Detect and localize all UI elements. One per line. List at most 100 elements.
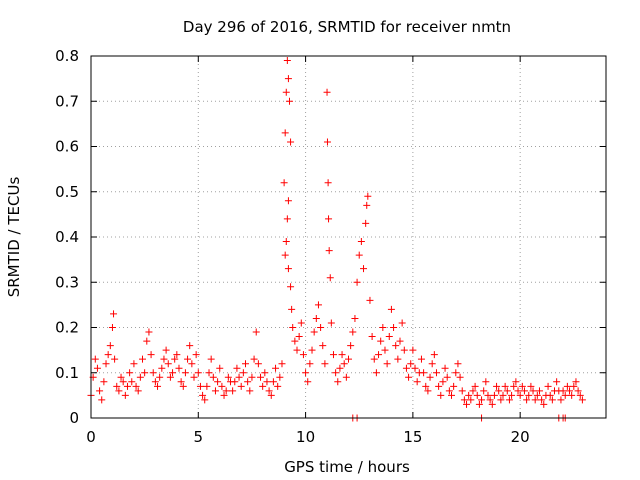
data-point — [246, 387, 254, 395]
data-point — [177, 378, 185, 386]
data-point — [484, 391, 492, 399]
data-point — [96, 387, 104, 395]
y-axis-label: SRMTID / TECUs — [5, 177, 23, 298]
data-point — [282, 238, 290, 246]
data-point — [529, 387, 537, 395]
data-point — [274, 382, 282, 390]
data-point — [283, 57, 291, 65]
data-point — [448, 391, 455, 399]
data-point — [471, 382, 479, 390]
data-point — [514, 387, 522, 395]
data-point — [317, 324, 325, 331]
data-point — [394, 355, 402, 363]
data-point — [508, 391, 516, 399]
data-point — [304, 378, 312, 386]
data-point — [557, 396, 565, 404]
data-point — [154, 382, 162, 390]
x-tick-label: 0 — [86, 428, 96, 446]
data-point — [308, 346, 316, 354]
data-point — [493, 382, 501, 390]
data-point — [218, 382, 226, 390]
data-point — [102, 360, 110, 368]
y-tick-label: 0.7 — [55, 92, 79, 110]
data-point — [422, 382, 430, 390]
x-tick-label: 5 — [194, 428, 204, 446]
data-point — [93, 364, 101, 372]
data-point — [233, 364, 241, 372]
data-point — [291, 337, 299, 345]
data-point — [390, 324, 398, 331]
data-point — [113, 382, 121, 390]
data-point — [321, 360, 329, 368]
data-point — [104, 351, 112, 359]
x-tick-label: 15 — [403, 428, 422, 446]
data-point — [387, 305, 395, 313]
data-point — [525, 391, 533, 399]
data-point — [139, 355, 146, 363]
data-point — [340, 360, 348, 368]
data-point — [272, 364, 280, 372]
data-point — [250, 355, 258, 363]
data-point — [242, 360, 249, 368]
data-point — [314, 301, 322, 309]
data-point — [482, 378, 490, 386]
data-point — [190, 373, 198, 381]
data-point — [533, 391, 541, 399]
data-point — [205, 369, 213, 377]
data-point — [398, 319, 406, 327]
data-point — [156, 373, 164, 381]
data-point — [169, 369, 177, 377]
data-point — [407, 360, 415, 368]
data-point — [495, 387, 503, 395]
data-point — [201, 396, 209, 404]
data-point — [265, 387, 273, 395]
data-point — [469, 387, 477, 395]
data-point — [460, 396, 468, 404]
data-point — [499, 391, 507, 399]
data-point — [282, 88, 290, 96]
data-point — [267, 391, 275, 399]
data-point — [306, 360, 314, 368]
data-point — [166, 373, 174, 381]
data-point — [409, 346, 417, 354]
data-point — [370, 355, 378, 363]
data-point — [437, 391, 445, 399]
data-point — [203, 382, 211, 390]
data-point — [263, 378, 271, 386]
data-point — [503, 387, 511, 395]
data-point — [134, 387, 142, 395]
data-point — [355, 251, 363, 259]
data-point — [553, 378, 561, 386]
data-point — [463, 400, 471, 408]
y-tick-label: 0 — [69, 409, 79, 427]
data-point — [235, 373, 243, 381]
data-point — [426, 373, 434, 381]
data-point — [445, 387, 453, 395]
data-point — [351, 314, 359, 322]
data-point — [345, 355, 352, 363]
data-point — [400, 346, 408, 354]
data-point — [284, 75, 292, 83]
data-point — [516, 391, 524, 399]
y-tick-label: 0.2 — [55, 319, 79, 337]
data-point — [439, 378, 447, 386]
data-point — [332, 369, 340, 377]
data-point — [248, 373, 256, 381]
data-point — [392, 342, 400, 350]
data-point — [362, 219, 370, 227]
data-point — [563, 382, 571, 390]
data-point — [194, 369, 202, 377]
data-point — [364, 192, 372, 200]
data-point — [486, 396, 494, 404]
data-point — [377, 337, 385, 345]
data-point — [561, 391, 569, 399]
data-point — [171, 355, 179, 363]
data-point — [278, 360, 286, 368]
data-point — [572, 378, 580, 386]
data-point — [443, 373, 451, 381]
data-point — [473, 391, 481, 399]
data-point — [98, 396, 106, 404]
y-tick-label: 0.1 — [55, 364, 79, 382]
data-point — [347, 342, 355, 350]
